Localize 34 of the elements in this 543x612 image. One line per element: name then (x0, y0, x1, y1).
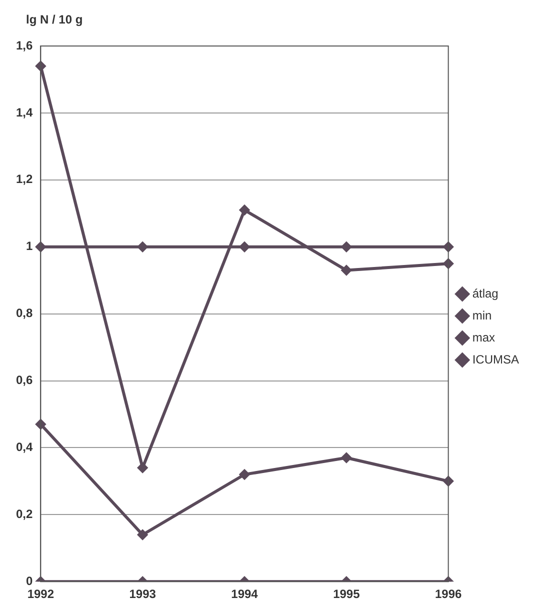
legend-label: min (472, 308, 492, 322)
y-tick-label: 0,4 (16, 440, 33, 454)
y-tick-label: 0 (26, 574, 33, 588)
y-tick-label: 0,6 (16, 373, 33, 388)
x-tick-label: 1992 (27, 587, 54, 602)
point (443, 242, 454, 252)
point (341, 242, 352, 252)
point (443, 258, 454, 269)
point (138, 242, 148, 252)
point (138, 462, 148, 473)
x-tick-label: 1996 (434, 587, 462, 602)
point (443, 476, 454, 486)
point (341, 265, 352, 276)
point (341, 452, 352, 463)
point (240, 469, 250, 480)
point (240, 242, 250, 252)
point (138, 530, 148, 540)
y-tick-label: 0,2 (16, 506, 33, 521)
y-tick-label: 1,4 (16, 105, 33, 120)
y-tick-label: 0,8 (16, 306, 33, 320)
y-tick-label: 1,2 (16, 172, 33, 186)
y-tick-label: 1 (26, 239, 33, 254)
point (36, 242, 46, 252)
legend-label: max (472, 330, 495, 344)
legend-label: ICUMSA (472, 352, 519, 366)
x-tick-label: 1995 (333, 587, 360, 602)
point (36, 61, 46, 72)
point (36, 419, 46, 430)
y-tick-label: 1,6 (16, 38, 33, 52)
x-tick-label: 1993 (129, 587, 156, 602)
x-tick-label: 1994 (231, 587, 258, 602)
point (240, 205, 250, 216)
y-axis-title: lg N / 10 g (26, 12, 83, 26)
legend-label: átlag (472, 286, 498, 300)
